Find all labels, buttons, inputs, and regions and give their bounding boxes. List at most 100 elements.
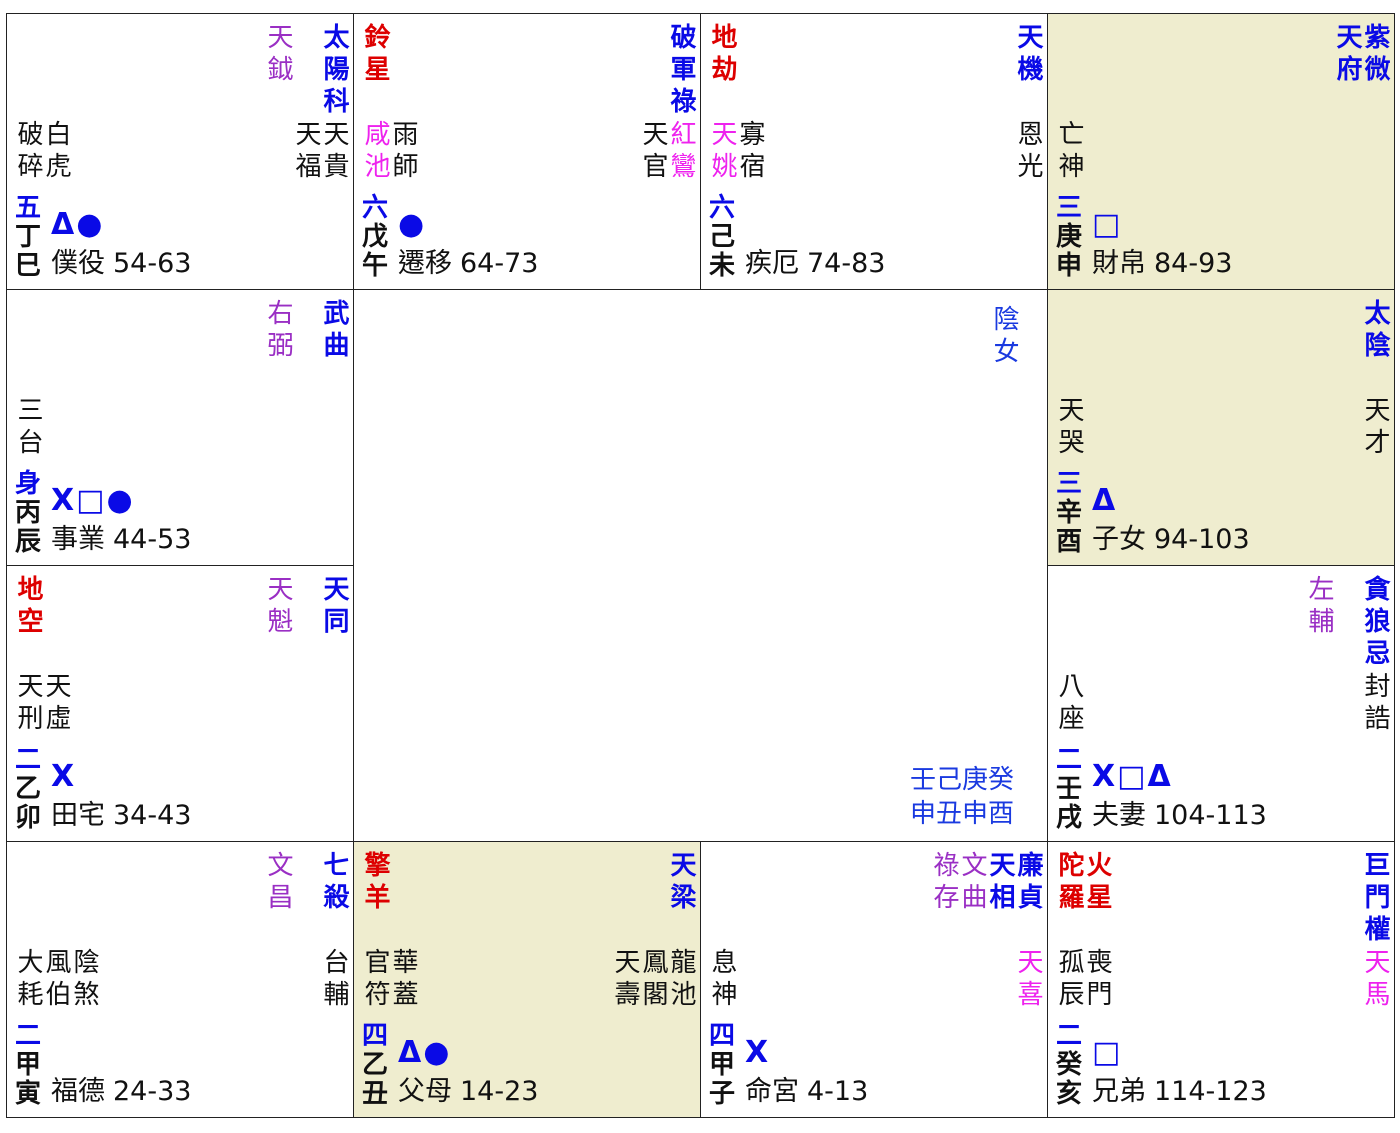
- heavenly-stem: 庚: [1056, 222, 1083, 252]
- small-star: 天姚: [707, 120, 737, 184]
- small-star: 天喜: [1013, 948, 1043, 1012]
- palace-cell: 武曲 右弼 三台身丙辰 X□● 事業 44-53: [6, 289, 354, 566]
- age-range: 104-113: [1154, 800, 1267, 831]
- small-star: 紅鸞: [666, 120, 696, 184]
- minor-star: 右弼: [263, 299, 293, 363]
- palace-name: 財帛: [1092, 248, 1146, 279]
- earthly-branch: 亥: [1056, 1079, 1083, 1109]
- earthly-branch: 戌: [1056, 803, 1083, 833]
- decade-number: 身: [15, 469, 42, 499]
- decade-number: 二: [1056, 1021, 1083, 1051]
- major-star: 破軍祿: [666, 23, 696, 119]
- age-range: 44-53: [113, 524, 192, 555]
- age-range: 4-13: [807, 1076, 869, 1107]
- major-star: 天相: [985, 851, 1015, 915]
- small-star: 天哭: [1054, 396, 1084, 460]
- heavenly-stem: 乙: [15, 774, 42, 804]
- age-range: 84-93: [1154, 248, 1233, 279]
- small-star: 天官: [638, 120, 668, 184]
- small-star: 龍池: [666, 948, 696, 1012]
- palace-name: 遷移: [398, 248, 452, 279]
- small-star: 陰煞: [69, 948, 99, 1012]
- major-star: 天府: [1332, 23, 1362, 87]
- small-star: 破碎: [13, 120, 43, 184]
- year-stems: 壬己庚癸: [910, 765, 1015, 795]
- decade-number: 六: [362, 193, 389, 223]
- transform-marks: X□Δ: [1092, 759, 1173, 794]
- year-branches: 申丑申酉: [910, 799, 1015, 829]
- small-star: 天貴: [319, 120, 349, 184]
- palace-cell: 七殺 文昌 大耗 風伯 陰煞 台輔二甲寅福德 24-33: [6, 841, 354, 1118]
- earthly-branch: 卯: [15, 803, 42, 833]
- earthly-branch: 申: [1056, 251, 1083, 281]
- palace-name: 夫妻: [1092, 800, 1146, 831]
- decade-number: 三: [1056, 469, 1083, 499]
- age-range: 64-73: [460, 248, 539, 279]
- small-star: 咸池: [360, 120, 390, 184]
- small-star: 官符: [360, 948, 390, 1012]
- minor-star: 左輔: [1304, 575, 1334, 639]
- small-star: 孤辰: [1054, 948, 1084, 1012]
- major-star: 七殺: [319, 851, 349, 915]
- palace-cell: 天機 地劫 天姚 寡宿 恩光六己未疾厄 74-83: [700, 13, 1048, 290]
- small-star: 天福: [291, 120, 321, 184]
- decade-number: 二: [15, 1021, 42, 1051]
- transform-marks: X□●: [51, 483, 135, 518]
- transform-marks: □: [1092, 1035, 1123, 1070]
- small-star: 寡宿: [735, 120, 765, 184]
- palace-cell: 天同 天魁 地空 天刑 天虛二乙卯 X 田宅 34-43: [6, 565, 354, 842]
- heavenly-stem: 癸: [1056, 1050, 1083, 1080]
- small-star: 台輔: [319, 948, 349, 1012]
- small-star: 鳳閣: [638, 948, 668, 1012]
- palace-cell: 廉貞 天相 文曲 祿存 息神 天喜四甲子 X 命宮 4-13: [700, 841, 1048, 1118]
- palace-name: 兄弟: [1092, 1076, 1146, 1107]
- malefic-star: 擎羊: [360, 851, 390, 915]
- small-star: 天才: [1360, 396, 1390, 460]
- earthly-branch: 辰: [15, 527, 42, 557]
- palace-cell: 天梁 擎羊 官符 華蓋 龍池 鳳閣 天壽四乙丑 Δ● 父母 14-23: [353, 841, 701, 1118]
- transform-marks: X: [745, 1035, 771, 1070]
- palace-name: 僕役: [51, 248, 105, 279]
- small-star: 天馬: [1360, 948, 1390, 1012]
- small-star: 天壽: [610, 948, 640, 1012]
- small-star: 息神: [707, 948, 737, 1012]
- small-star: 白虎: [41, 120, 71, 184]
- major-star: 紫微: [1360, 23, 1390, 87]
- minor-star: 文曲: [957, 851, 987, 915]
- transform-marks: Δ: [1092, 483, 1118, 518]
- heavenly-stem: 丁: [15, 222, 42, 252]
- minor-star: 天魁: [263, 575, 293, 639]
- transform-marks: X: [51, 759, 77, 794]
- major-star: 太陰: [1360, 299, 1390, 363]
- palace-cell: 太陰 天哭 天才三辛酉 Δ 子女 94-103: [1047, 289, 1395, 566]
- decade-number: 二: [1056, 745, 1083, 775]
- transform-marks: Δ●: [398, 1035, 452, 1070]
- palace-cell: 巨門權 陀羅 火星 孤辰 喪門 天馬二癸亥 □ 兄弟 114-123: [1047, 841, 1395, 1118]
- major-star: 天同: [319, 575, 349, 639]
- small-star: 大耗: [13, 948, 43, 1012]
- palace-name: 父母: [398, 1076, 452, 1107]
- small-star: 天刑: [13, 672, 43, 736]
- transform-marks: □: [1092, 207, 1123, 242]
- age-range: 54-63: [113, 248, 192, 279]
- transform-marks: ●: [398, 207, 427, 242]
- small-star: 天虛: [41, 672, 71, 736]
- earthly-branch: 丑: [362, 1079, 389, 1109]
- heavenly-stem: 甲: [15, 1050, 42, 1080]
- age-range: 74-83: [807, 248, 886, 279]
- palace-name: 事業: [51, 524, 105, 555]
- palace-name: 命宮: [745, 1076, 799, 1107]
- small-star: 恩光: [1013, 120, 1043, 184]
- heavenly-stem: 丙: [15, 498, 42, 528]
- major-star: 巨門權: [1360, 851, 1390, 947]
- major-star: 天機: [1013, 23, 1043, 87]
- heavenly-stem: 壬: [1056, 774, 1083, 804]
- minor-star: 天鉞: [263, 23, 293, 87]
- transform-marks: Δ●: [51, 207, 105, 242]
- age-range: 94-103: [1154, 524, 1250, 555]
- decade-number: 五: [15, 193, 42, 223]
- small-star: 風伯: [41, 948, 71, 1012]
- earthly-branch: 酉: [1056, 527, 1083, 557]
